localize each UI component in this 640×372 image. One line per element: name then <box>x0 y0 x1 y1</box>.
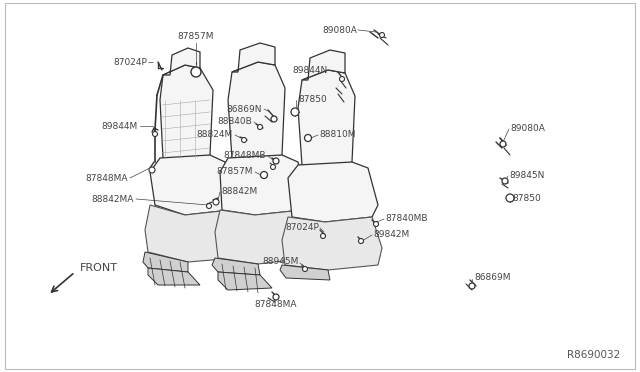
Polygon shape <box>218 272 272 290</box>
Polygon shape <box>160 65 213 165</box>
Circle shape <box>241 138 246 142</box>
Text: 88945M: 88945M <box>262 257 299 266</box>
Text: 88842M: 88842M <box>221 186 257 196</box>
Polygon shape <box>282 217 382 270</box>
Polygon shape <box>298 70 355 172</box>
Circle shape <box>305 135 312 141</box>
Text: 87848MA: 87848MA <box>86 173 128 183</box>
Circle shape <box>358 238 364 244</box>
Circle shape <box>152 131 157 137</box>
Polygon shape <box>228 62 285 165</box>
Text: 86869M: 86869M <box>474 273 511 282</box>
Text: 87848MA: 87848MA <box>255 300 297 309</box>
Circle shape <box>339 77 344 81</box>
Polygon shape <box>232 43 275 72</box>
Text: 89845N: 89845N <box>509 170 545 180</box>
Polygon shape <box>145 205 240 262</box>
Circle shape <box>500 141 506 147</box>
Circle shape <box>273 158 279 164</box>
Circle shape <box>271 116 277 122</box>
Text: 89844N: 89844N <box>292 65 328 74</box>
Polygon shape <box>288 162 378 222</box>
Text: 87857M: 87857M <box>216 167 253 176</box>
Circle shape <box>321 234 326 238</box>
Circle shape <box>374 221 378 227</box>
Polygon shape <box>215 210 312 264</box>
Circle shape <box>191 67 201 77</box>
Circle shape <box>207 203 211 208</box>
Polygon shape <box>143 252 188 272</box>
Text: 87850: 87850 <box>512 193 541 202</box>
Text: 88840B: 88840B <box>217 116 252 125</box>
Polygon shape <box>150 155 235 215</box>
Text: 87024P: 87024P <box>285 222 319 231</box>
Polygon shape <box>220 155 308 215</box>
Circle shape <box>271 164 275 170</box>
Text: 88842MA: 88842MA <box>92 195 134 203</box>
Polygon shape <box>212 258 260 275</box>
Circle shape <box>257 125 262 129</box>
Polygon shape <box>302 50 345 80</box>
Circle shape <box>502 178 508 184</box>
Text: 89080A: 89080A <box>510 124 545 132</box>
Circle shape <box>273 294 279 300</box>
Circle shape <box>149 167 155 173</box>
Text: 87848MB: 87848MB <box>223 151 266 160</box>
Text: 89842M: 89842M <box>373 230 409 238</box>
Text: 88824M: 88824M <box>196 129 233 138</box>
Text: R8690032: R8690032 <box>567 350 620 360</box>
Circle shape <box>380 32 385 38</box>
Circle shape <box>303 266 307 272</box>
Circle shape <box>260 171 268 179</box>
Circle shape <box>506 194 514 202</box>
Text: 87857M: 87857M <box>178 32 214 41</box>
Text: 89080A: 89080A <box>322 26 357 35</box>
Circle shape <box>469 283 475 289</box>
Polygon shape <box>280 265 330 280</box>
Text: 87840MB: 87840MB <box>385 214 428 222</box>
Polygon shape <box>163 48 200 75</box>
Text: 87024P: 87024P <box>113 58 147 67</box>
Circle shape <box>291 108 299 116</box>
Text: 89844M: 89844M <box>102 122 138 131</box>
Text: 86869N: 86869N <box>227 105 262 113</box>
Text: 88810M: 88810M <box>319 129 355 138</box>
Text: 87850: 87850 <box>298 94 327 103</box>
Circle shape <box>213 199 219 205</box>
Polygon shape <box>148 268 200 285</box>
Text: FRONT: FRONT <box>80 263 118 273</box>
